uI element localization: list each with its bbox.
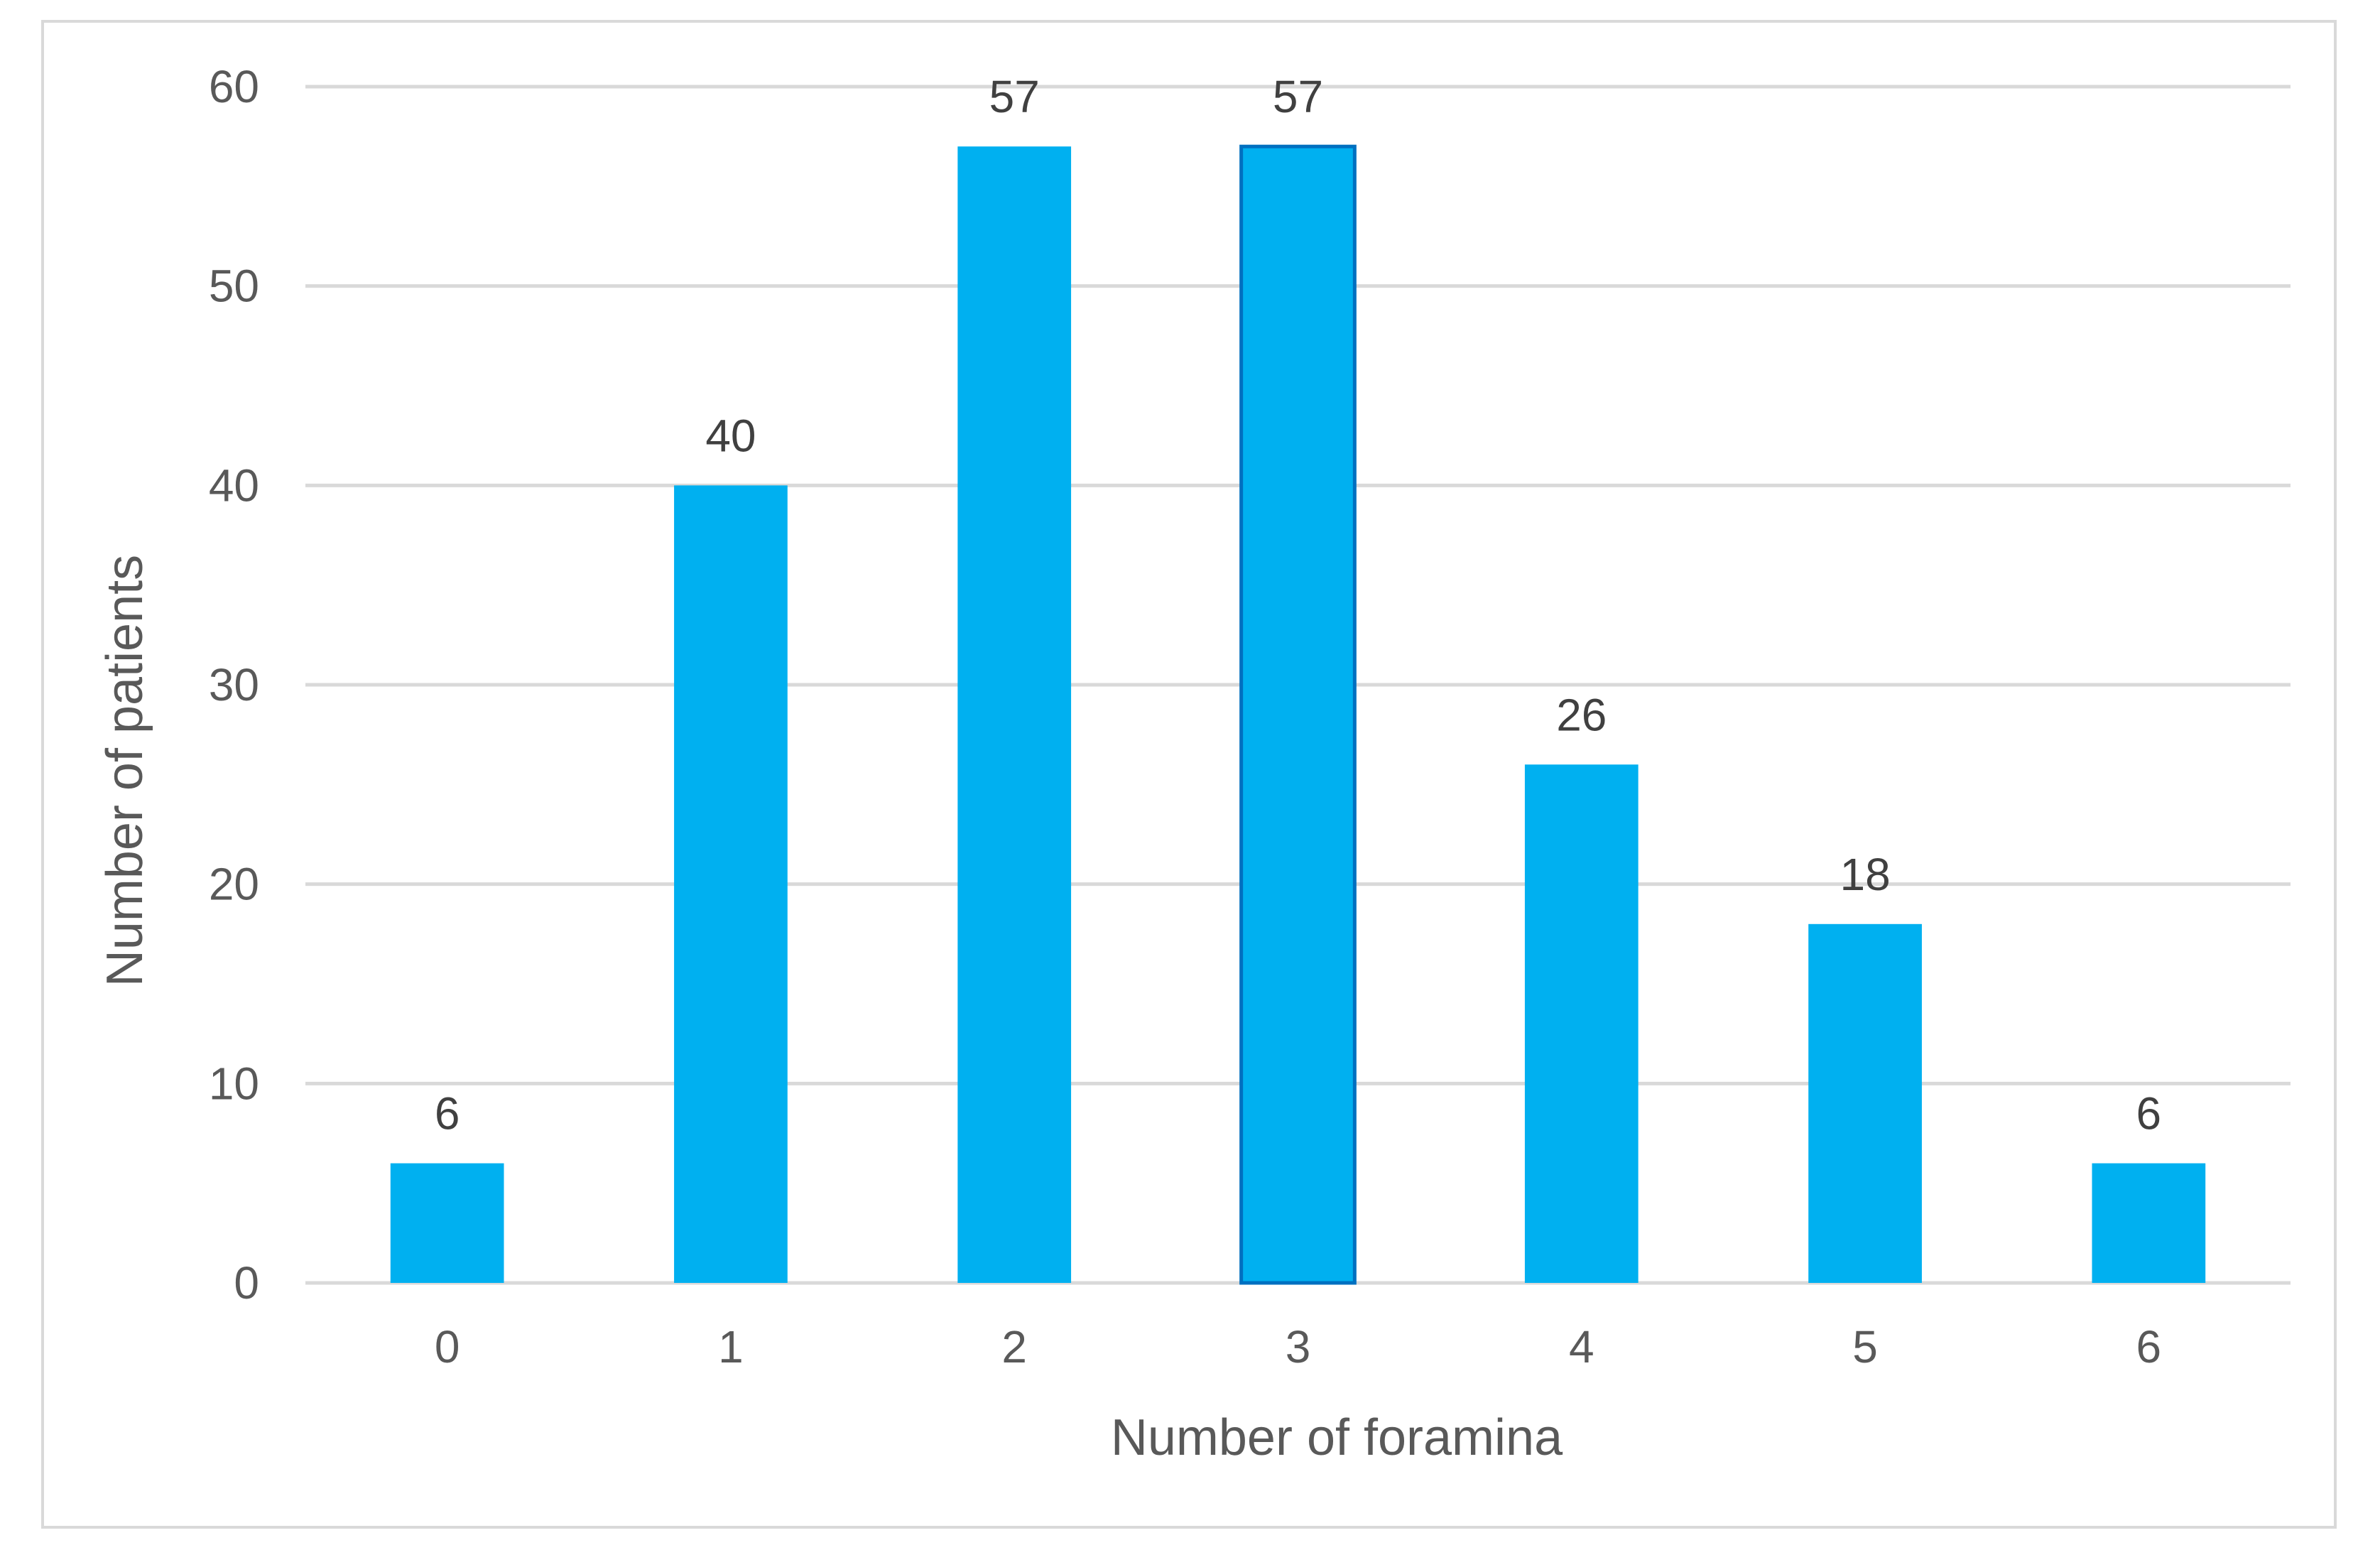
data-label: 6 — [2136, 1088, 2162, 1139]
x-tick-label: 2 — [1001, 1321, 1027, 1372]
y-axis-title: Number of patients — [97, 555, 153, 987]
data-label: 40 — [705, 410, 756, 461]
x-tick-label: 0 — [435, 1321, 460, 1372]
y-tick-label: 20 — [209, 859, 259, 910]
x-axis-title: Number of foramina — [1111, 1409, 1563, 1466]
data-label: 6 — [435, 1088, 460, 1139]
bar — [1239, 144, 1357, 1285]
x-axis-ticks: 0 1 2 3 4 5 6 — [435, 1321, 2161, 1372]
y-tick-label: 10 — [209, 1058, 259, 1109]
bar — [1524, 764, 1639, 1283]
bar — [390, 1163, 504, 1283]
bars — [390, 144, 2206, 1285]
y-tick-label: 30 — [209, 659, 259, 710]
x-tick-label: 4 — [1569, 1321, 1594, 1372]
data-label: 57 — [989, 71, 1040, 122]
y-tick-label: 40 — [209, 460, 259, 511]
x-tick-label: 5 — [1852, 1321, 1878, 1372]
data-label: 26 — [1556, 689, 1607, 740]
data-label: 18 — [1840, 849, 1890, 900]
bar — [674, 485, 788, 1284]
x-tick-label: 1 — [718, 1321, 744, 1372]
x-tick-label: 3 — [1286, 1321, 1311, 1372]
y-tick-label: 0 — [234, 1257, 259, 1308]
data-label: 57 — [1273, 71, 1323, 122]
y-axis-ticks: 0 10 20 30 40 50 60 — [209, 61, 259, 1308]
bar — [1808, 923, 1922, 1283]
y-tick-label: 50 — [209, 261, 259, 312]
bar — [2092, 1163, 2206, 1283]
x-tick-label: 6 — [2136, 1321, 2162, 1372]
bar — [957, 146, 1072, 1284]
y-tick-label: 60 — [209, 61, 259, 112]
data-labels: 6 40 57 57 26 18 6 — [435, 71, 2161, 1139]
